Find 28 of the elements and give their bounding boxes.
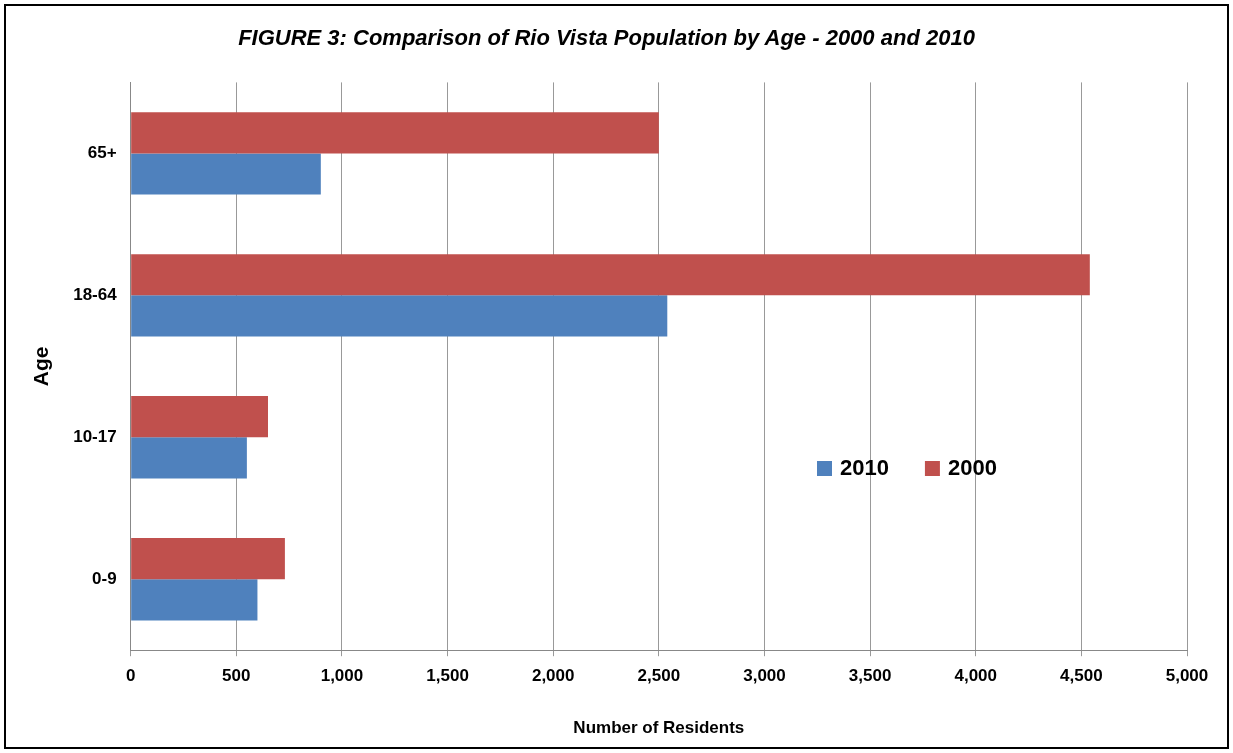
y-tick-label: 65+ xyxy=(87,143,117,163)
x-tick-label: 500 xyxy=(222,666,251,686)
x-tick-label: 0 xyxy=(125,666,136,686)
bar xyxy=(131,396,268,438)
x-tick-label: 2,500 xyxy=(637,666,681,686)
y-tick-label: 18-64 xyxy=(73,285,118,305)
bar xyxy=(131,538,285,580)
x-tick-label: 2,000 xyxy=(531,666,575,686)
x-tick-label: 4,500 xyxy=(1060,666,1103,686)
x-tick-label: 5,000 xyxy=(1165,666,1209,686)
bar xyxy=(131,579,258,621)
legend-label: 2000 xyxy=(947,454,997,480)
bar xyxy=(131,153,321,195)
x-tick-label: 1,500 xyxy=(426,666,469,686)
y-tick-label: 0-9 xyxy=(92,568,117,588)
x-tick-label: 3,000 xyxy=(743,666,786,686)
x-tick-label: 3,500 xyxy=(848,666,892,686)
bar xyxy=(131,295,668,337)
x-axis-title: Number of Residents xyxy=(573,718,745,738)
x-tick-label: 1,000 xyxy=(320,666,364,686)
bar xyxy=(131,112,659,154)
legend-label: 2010 xyxy=(839,454,889,480)
y-tick-label: 10-17 xyxy=(73,426,117,446)
bar xyxy=(131,254,1090,296)
bar xyxy=(131,437,247,479)
x-tick-label: 4,000 xyxy=(954,666,998,686)
chart-title: FIGURE 3: Comparison of Rio Vista Population by Age - 2000 and 2010 xyxy=(238,25,976,51)
y-axis-title: Age xyxy=(29,346,53,387)
